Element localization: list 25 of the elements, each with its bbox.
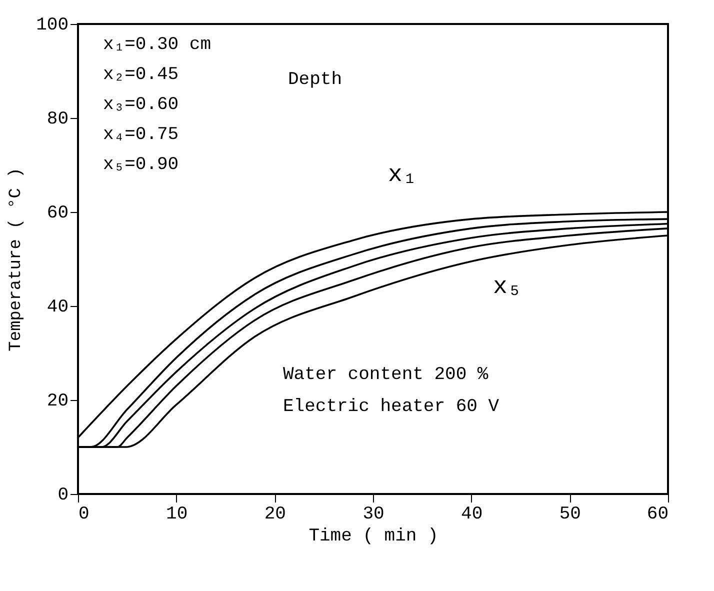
x-tick-label: 20 <box>264 504 286 524</box>
x-tick-label: 60 <box>646 504 668 524</box>
y-tick-label: 0 <box>58 486 68 506</box>
annotation: x₅ <box>493 274 522 301</box>
y-tick-label: 60 <box>46 204 68 224</box>
x-tick-label: 0 <box>78 504 90 524</box>
y-tick-label: 20 <box>46 392 68 412</box>
y-axis-title: Temperature ( °C ) <box>7 168 26 352</box>
annotation: x₅=0.90 <box>103 155 179 175</box>
x-tick-label: 10 <box>166 504 188 524</box>
annotation: x₃=0.60 <box>103 95 179 115</box>
x-tick-label: 50 <box>559 504 581 524</box>
annotation: Depth <box>288 70 342 90</box>
x-tick-label: 40 <box>461 504 483 524</box>
y-tick-label: 80 <box>46 110 68 130</box>
annotation: x₂=0.45 <box>103 65 179 85</box>
y-tick-label: 100 <box>36 16 68 36</box>
annotation: Water content 200 % <box>283 365 488 385</box>
annotation: x₄=0.75 <box>103 125 179 145</box>
x-axis-title: Time ( min ) <box>308 526 438 546</box>
annotation: x₁ <box>388 162 417 189</box>
y-tick-label: 40 <box>46 298 68 318</box>
annotation: x₁=0.30 cm <box>103 35 212 55</box>
annotation: Electric heater 60 V <box>283 397 500 417</box>
x-tick-label: 30 <box>362 504 384 524</box>
